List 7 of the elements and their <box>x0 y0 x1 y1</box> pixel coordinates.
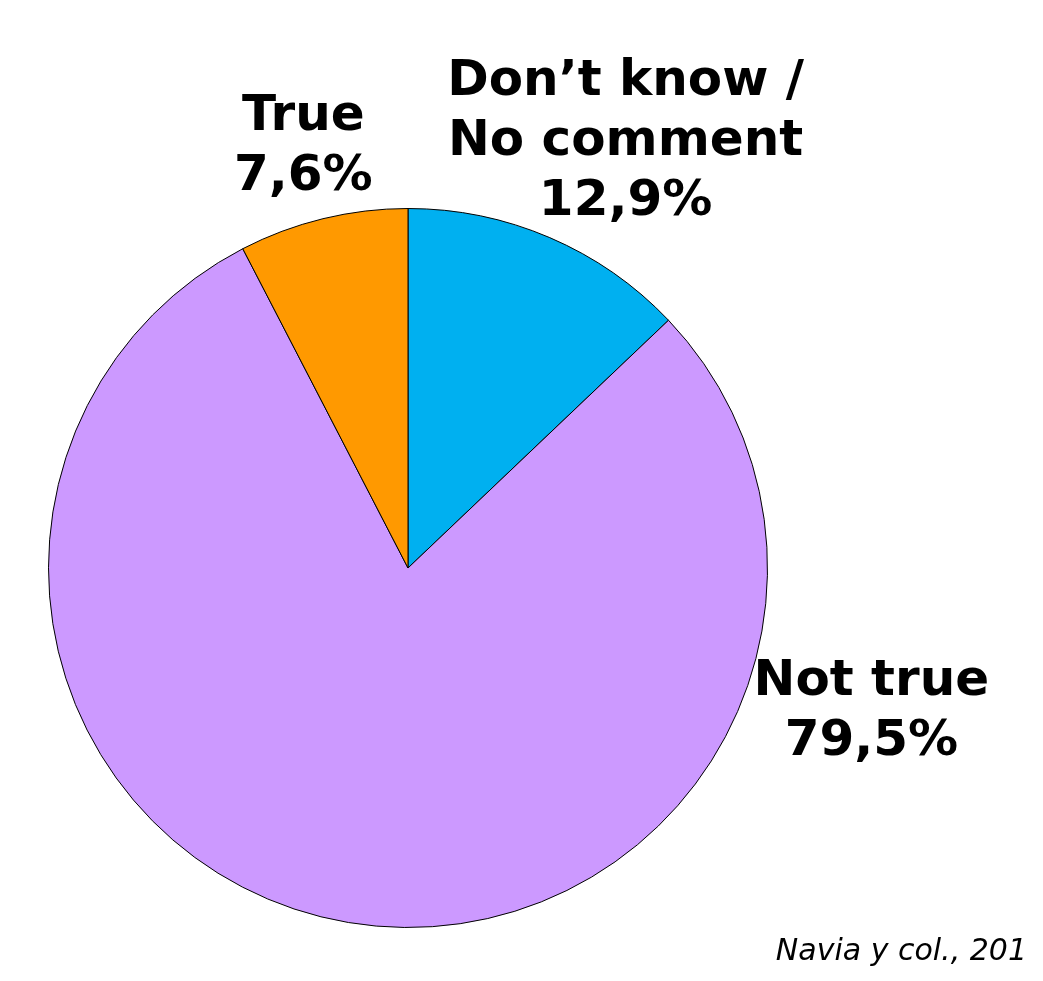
data-label: 79,5% <box>784 709 959 767</box>
slice-label: Don’t know / No comment <box>447 49 805 168</box>
data-label: 7,6% <box>233 143 373 202</box>
slice-label: True <box>241 83 365 142</box>
slice-label: Not true <box>753 649 990 707</box>
text: Navia y col., 201 <box>775 931 1027 967</box>
data-label: 12,9% <box>538 169 713 228</box>
